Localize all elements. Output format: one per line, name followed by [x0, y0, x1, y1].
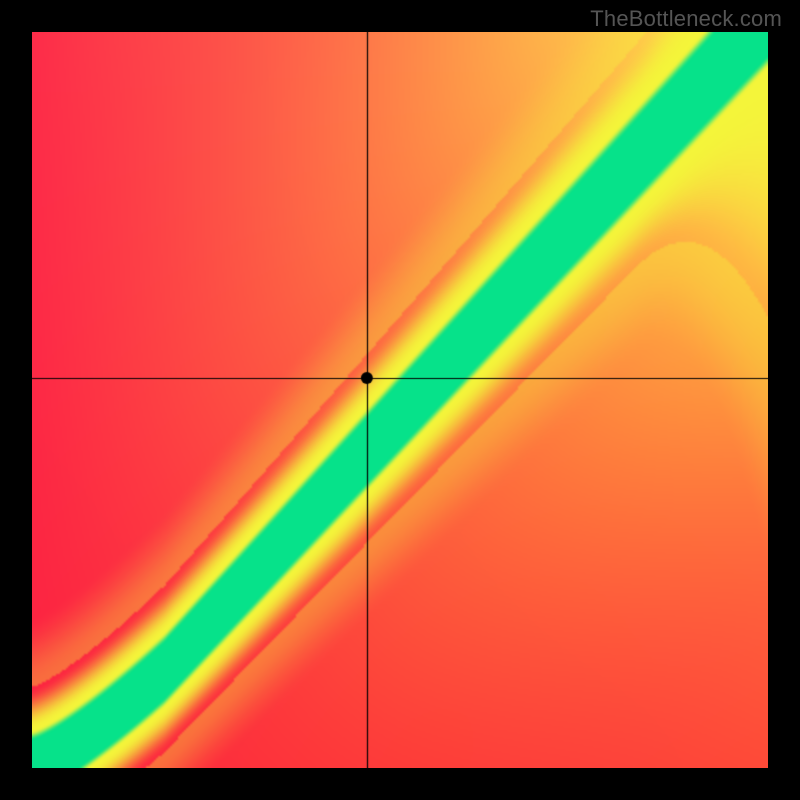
chart-frame: TheBottleneck.com	[0, 0, 800, 800]
watermark-text: TheBottleneck.com	[590, 6, 782, 32]
bottleneck-heatmap-canvas	[32, 32, 768, 768]
